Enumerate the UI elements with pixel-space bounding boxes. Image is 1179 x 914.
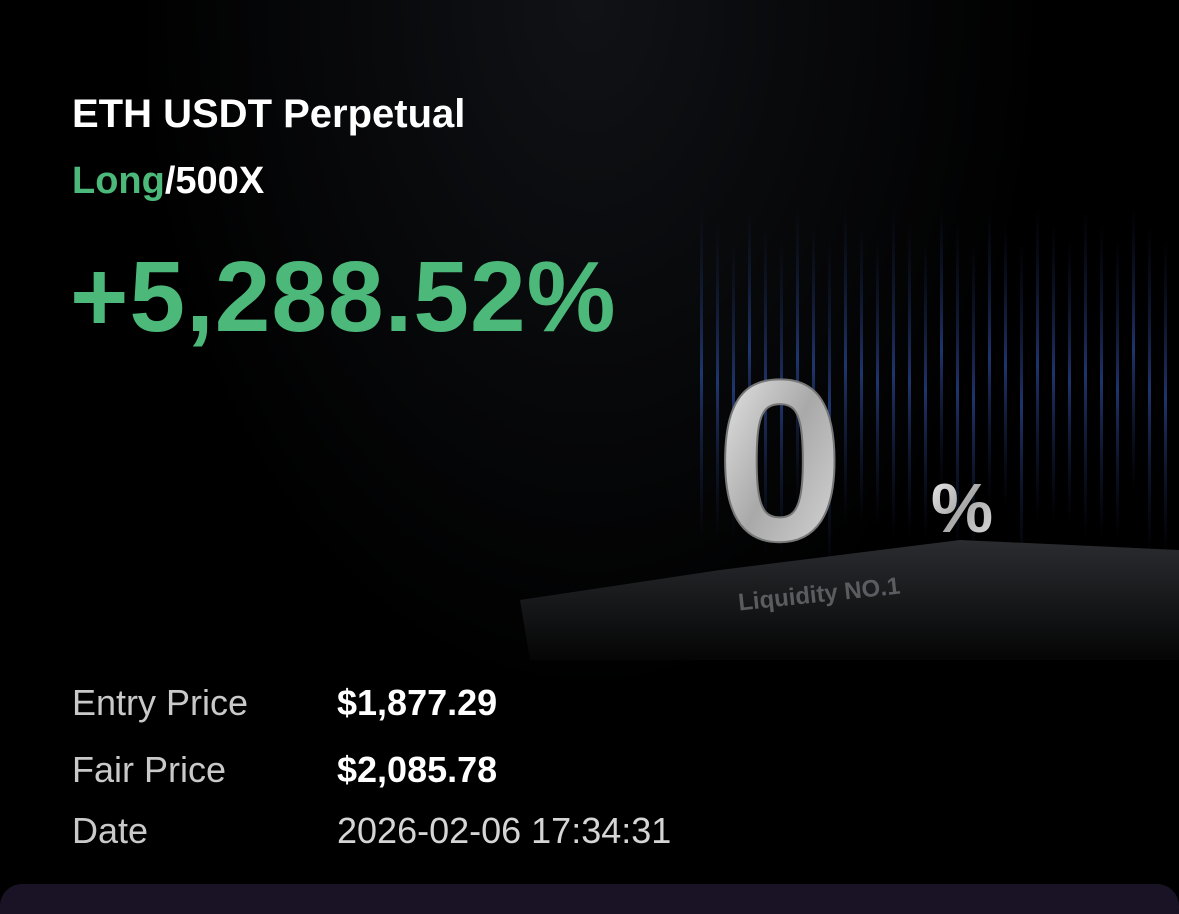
side: Long (72, 160, 165, 202)
light-line (1084, 208, 1087, 540)
title: ETH USDT Perpetual (72, 92, 466, 136)
light-line (892, 208, 895, 540)
light-line (700, 208, 703, 540)
light-line (1148, 224, 1151, 556)
light-line (1036, 208, 1039, 524)
detail-label: Date (72, 810, 149, 851)
light-line (988, 208, 991, 508)
light-line (844, 208, 847, 524)
light-line (732, 240, 735, 540)
light-lines (700, 208, 1167, 572)
roi: +5,288.52% (70, 241, 617, 353)
light-line (1116, 240, 1119, 540)
promo-graphic: 0 % Liquidity NO.1 (520, 208, 1179, 660)
light-line (1100, 224, 1103, 540)
position-line: Long/500X (72, 160, 264, 203)
light-line (972, 240, 975, 556)
light-line (748, 208, 751, 492)
light-line (1164, 240, 1167, 556)
light-line (860, 224, 863, 524)
light-line (1132, 208, 1135, 492)
light-line (908, 224, 911, 540)
light-line (716, 224, 719, 540)
percent-sign: % (931, 469, 993, 547)
detail-value: 2026-02-06 17:34:31 (337, 810, 672, 851)
light-line (924, 240, 927, 540)
light-line (812, 224, 815, 508)
light-line (940, 208, 943, 492)
light-line (1068, 240, 1071, 524)
pedestal (520, 540, 1179, 660)
detail-label: Fair Price (72, 749, 227, 790)
light-line (780, 240, 783, 556)
light-line (764, 224, 767, 556)
light-line (828, 240, 831, 572)
big-digit: 0 (716, 332, 844, 589)
detail-label: Entry Price (72, 682, 249, 723)
light-line (1052, 224, 1055, 524)
leverage: /500X (164, 160, 265, 202)
light-line (796, 208, 799, 508)
light-line (1020, 240, 1023, 572)
light-line (1004, 224, 1007, 508)
detail-value: $1,877.29 (337, 682, 498, 723)
bottom-bar (0, 884, 1179, 914)
light-line (956, 224, 959, 556)
light-line (876, 240, 879, 524)
detail-value: $2,085.78 (337, 749, 498, 790)
